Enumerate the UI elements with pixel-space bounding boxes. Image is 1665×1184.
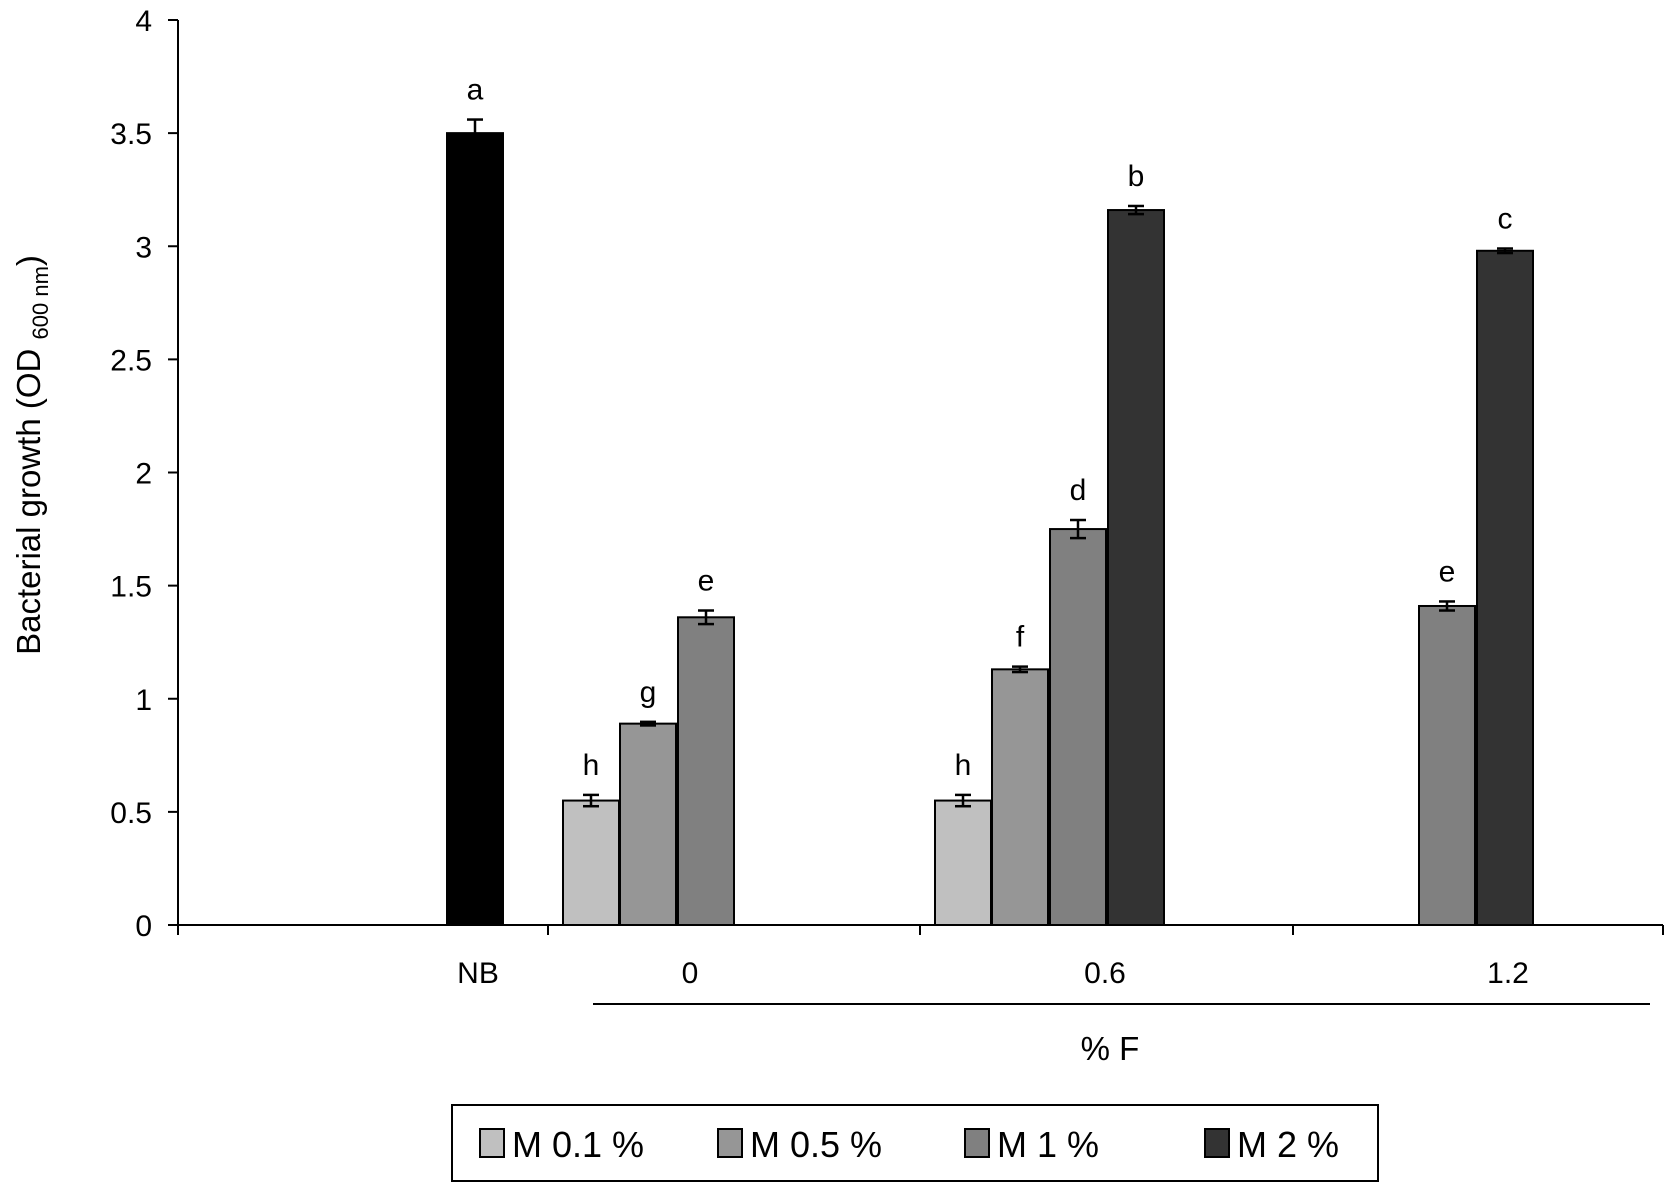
bar — [1049, 528, 1107, 926]
bar — [1418, 604, 1476, 926]
bar — [1107, 209, 1165, 927]
group-label: % F — [1081, 1030, 1140, 1067]
bar — [1476, 249, 1534, 926]
y-tick-label: 3 — [135, 231, 152, 264]
x-ticks-layer — [177, 925, 1664, 935]
legend-label: M 2 % — [1237, 1124, 1339, 1165]
significance-label: b — [1128, 160, 1145, 193]
y-axis-title: Bacterial growth (OD 600 nm) — [10, 255, 53, 655]
significance-label: h — [955, 749, 972, 782]
significance-label: d — [1070, 474, 1087, 507]
y-tick-label: 3.5 — [110, 118, 152, 151]
legend-frame — [451, 1104, 1379, 1182]
significance-labels-layer: a h g e h f d b e c — [467, 74, 1513, 782]
y-tick-label: 1 — [135, 684, 152, 717]
significance-label: a — [467, 74, 484, 107]
bars-layer — [446, 132, 1534, 927]
category-labels-layer: NB 0 0.6 1.2 — [457, 957, 1529, 990]
legend-items: M 0.1 % M 0.5 % M 1 % M 2 % — [479, 1124, 1339, 1165]
bar — [934, 799, 992, 926]
significance-label: h — [583, 749, 600, 782]
significance-label: g — [640, 676, 657, 709]
y-tick-label: 0.5 — [110, 797, 152, 830]
legend-label: M 0.1 % — [512, 1124, 644, 1165]
bar — [446, 132, 504, 926]
significance-label: e — [1439, 555, 1456, 588]
significance-label: f — [1016, 621, 1025, 654]
legend-label: M 1 % — [997, 1124, 1099, 1165]
legend-swatch — [964, 1128, 990, 1158]
x-category-label: 0 — [682, 957, 699, 990]
x-category-label: 1.2 — [1487, 957, 1529, 990]
x-category-label: 0.6 — [1084, 957, 1126, 990]
y-tick-label: 4 — [135, 5, 152, 38]
bar — [619, 722, 677, 927]
legend-swatch — [479, 1128, 505, 1158]
y-tick-label: 0 — [135, 910, 152, 943]
bar — [991, 668, 1049, 927]
y-tick-label: 2.5 — [110, 344, 152, 377]
error-bars-layer — [467, 118, 1513, 808]
legend-swatch — [717, 1128, 743, 1158]
y-tick-label: 2 — [135, 458, 152, 491]
y-tick-label: 1.5 — [110, 571, 152, 604]
significance-label: e — [698, 565, 715, 598]
significance-label: c — [1498, 203, 1513, 236]
legend-label: M 0.5 % — [750, 1124, 882, 1165]
legend: M 0.1 % M 0.5 % M 1 % M 2 % — [451, 1104, 1379, 1182]
bar — [677, 616, 735, 926]
bar — [562, 799, 620, 926]
y-ticks-layer: 0 0.5 1 1.5 2 2.5 3 3.5 4 — [110, 5, 178, 943]
legend-swatch — [1204, 1128, 1230, 1158]
x-category-label: NB — [457, 957, 499, 990]
